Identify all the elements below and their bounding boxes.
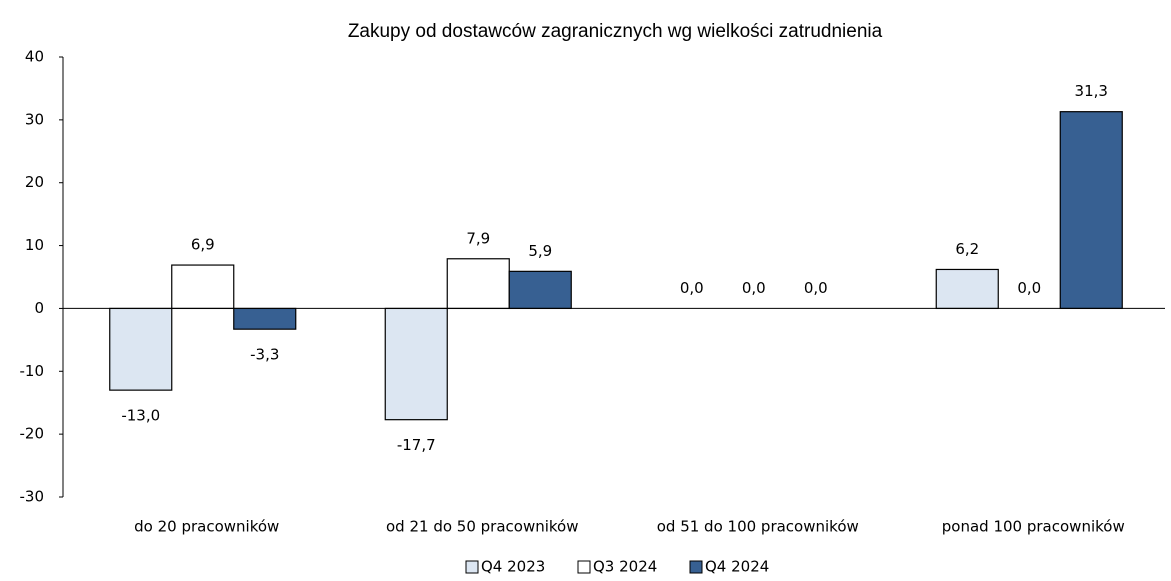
value-label: -13,0 (121, 407, 160, 425)
y-tick-label: 20 (25, 173, 44, 191)
bar (1059, 111, 1123, 310)
legend-swatch (689, 560, 703, 574)
legend-swatch (465, 560, 479, 574)
chart-title: Zakupy od dostawców zagranicznych wg wie… (348, 21, 883, 42)
legend-swatch (577, 560, 591, 574)
y-tick-label: -20 (20, 425, 45, 443)
value-label: 31,3 (1075, 82, 1108, 100)
bar (384, 307, 448, 421)
bar (508, 270, 572, 310)
value-label: 5,9 (528, 242, 552, 260)
legend-label: Q4 2023 (481, 558, 545, 576)
bar (233, 307, 297, 330)
value-label: -3,3 (250, 346, 279, 364)
legend-label: Q3 2024 (593, 558, 657, 576)
x-tick-label: do 20 pracowników (134, 518, 279, 536)
x-tick-label: ponad 100 pracowników (942, 518, 1125, 536)
value-label: 0,0 (804, 279, 828, 297)
y-tick-label: -30 (20, 488, 45, 506)
bar (171, 264, 235, 310)
value-label: -17,7 (397, 436, 436, 454)
value-label: 6,2 (955, 240, 979, 258)
legend-label: Q4 2024 (705, 558, 769, 576)
y-tick-label: 40 (25, 48, 44, 66)
value-label: 7,9 (466, 229, 490, 247)
value-label: 0,0 (1017, 279, 1041, 297)
y-tick-label: 10 (25, 236, 44, 254)
value-label: 6,9 (191, 236, 215, 254)
bar (109, 307, 173, 391)
value-label: 0,0 (742, 279, 766, 297)
y-tick-label: -10 (20, 362, 45, 380)
bar (446, 258, 510, 310)
y-tick-label: 30 (25, 110, 44, 128)
y-tick-label: 0 (34, 299, 44, 317)
x-tick-label: od 51 do 100 pracowników (657, 518, 859, 536)
x-tick-label: od 21 do 50 pracowników (386, 518, 579, 536)
value-label: 0,0 (680, 279, 704, 297)
bar (935, 268, 999, 310)
